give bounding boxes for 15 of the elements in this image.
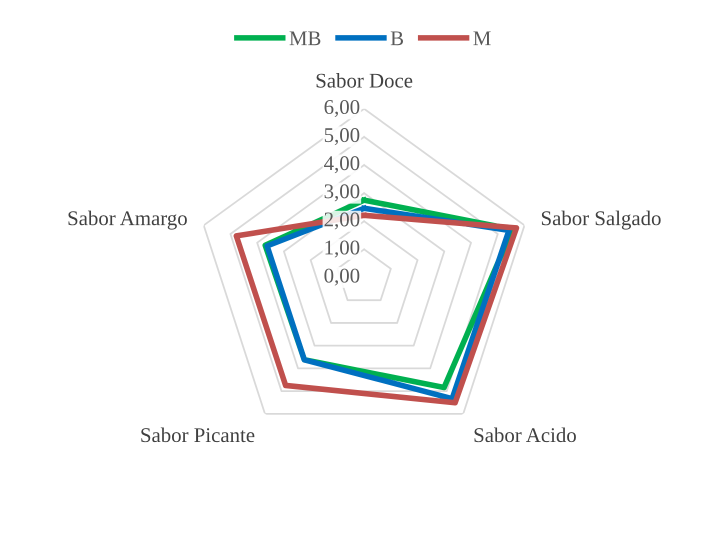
legend-label: B	[390, 31, 404, 46]
y-tick-label: 5,00	[324, 128, 360, 146]
y-tick-label: 6,00	[324, 100, 360, 118]
y-tick-label: 0,00	[324, 268, 360, 286]
y-tick-label: 3,00	[324, 184, 360, 202]
y-tick-label: 2,00	[324, 212, 360, 230]
spoke-label: Sabor Doce	[316, 73, 412, 88]
spoke-label: Sabor Amargo	[68, 210, 187, 230]
y-tick-label: 1,00	[325, 240, 360, 258]
spoke-label: Sabor Acido	[474, 428, 576, 442]
legend-label: MB	[290, 31, 320, 46]
y-tick-label: 4,00	[324, 156, 360, 174]
spoke-label: Sabor Picante	[141, 428, 254, 442]
spoke-label: Sabor Salgado	[542, 210, 661, 230]
legend-label: M	[473, 31, 491, 46]
